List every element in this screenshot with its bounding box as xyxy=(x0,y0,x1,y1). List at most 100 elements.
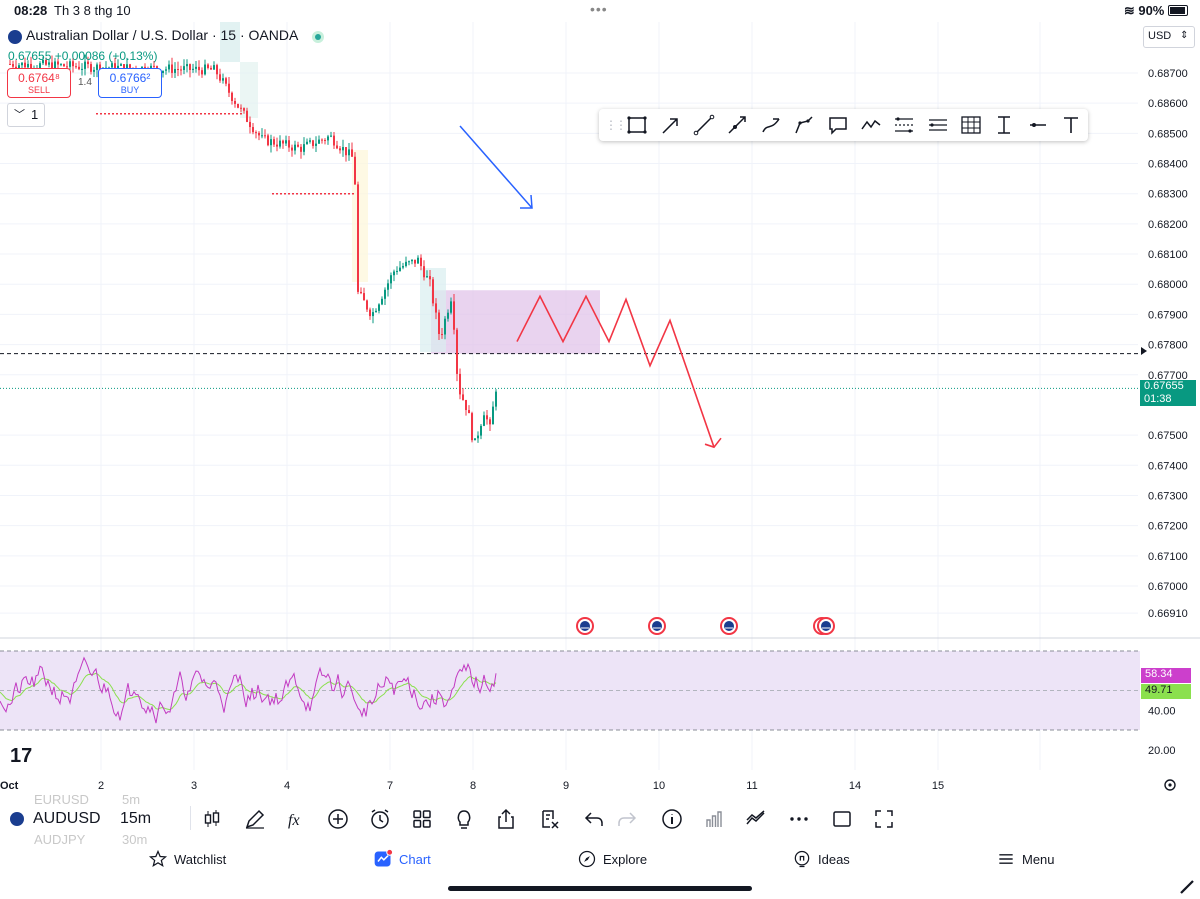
multitasking-dots-icon[interactable]: ••• xyxy=(590,1,608,17)
watchlist-panel-icon[interactable] xyxy=(830,807,854,831)
candle-body xyxy=(486,415,488,420)
drawing-pen-icon[interactable] xyxy=(243,807,267,831)
candle-body xyxy=(258,132,260,136)
candle-body xyxy=(408,261,410,263)
symbol-title[interactable]: Australian Dollar / U.S. Dollar · 15 · O… xyxy=(8,27,298,43)
candle-body xyxy=(339,148,341,151)
share-icon[interactable] xyxy=(494,807,518,831)
bar-countdown: 01:38 xyxy=(1144,393,1172,405)
nav-ideas[interactable]: Ideas xyxy=(792,849,850,869)
more-icon[interactable] xyxy=(787,807,811,831)
candle-body xyxy=(93,69,95,72)
pattern-tool-icon[interactable] xyxy=(859,113,883,137)
layout-grid-icon[interactable] xyxy=(410,807,434,831)
candle-body xyxy=(447,312,449,319)
fullscreen-icon[interactable] xyxy=(872,807,896,831)
gann-box-tool-icon[interactable] xyxy=(959,113,983,137)
candle-body xyxy=(57,61,59,65)
ray-tool-icon[interactable] xyxy=(725,113,749,137)
price-axis: 0.68700 0.68600 0.68500 0.68400 0.68300 0.682… xyxy=(1148,68,1188,620)
nav-watchlist[interactable]: Watchlist xyxy=(148,849,226,869)
undo-icon[interactable] xyxy=(582,807,606,831)
candle-body xyxy=(405,261,407,267)
nav-chart[interactable]: Chart xyxy=(373,849,431,869)
candle-body xyxy=(186,64,188,67)
scroll-right-icon xyxy=(1141,347,1147,355)
economic-event-icon xyxy=(720,617,738,635)
battery-icon xyxy=(1168,5,1188,16)
candle-body xyxy=(42,59,44,64)
time-axis-label: 3 xyxy=(191,780,197,792)
idea-lightbulb-icon[interactable] xyxy=(452,807,476,831)
fib-retracement-tool-icon[interactable] xyxy=(892,113,916,137)
price-chart[interactable]: 0.68700 0.68600 0.68500 0.68400 0.68300 0.682… xyxy=(0,22,1200,797)
arrow-tool-icon[interactable] xyxy=(659,113,683,137)
candle-body xyxy=(360,291,362,294)
currency-selector[interactable]: USD ⇕ xyxy=(1143,26,1195,48)
time-axis-label: 15 xyxy=(932,780,944,792)
liquidity-lines xyxy=(96,112,355,195)
buy-button[interactable]: 0.6766² BUY xyxy=(98,68,162,98)
add-icon[interactable] xyxy=(326,807,350,831)
candle-body xyxy=(462,394,464,401)
alert-clock-icon[interactable] xyxy=(368,807,392,831)
candle-body xyxy=(114,63,116,72)
price-axis-label: 0.68500 xyxy=(1148,128,1188,140)
rsi-axis-label: 20.00 xyxy=(1148,745,1176,757)
pencil-icon[interactable] xyxy=(1178,878,1196,896)
indicator-count: 1 xyxy=(31,107,39,122)
rectangle-tool-icon[interactable] xyxy=(625,113,649,137)
price-axis-label: 0.67300 xyxy=(1148,490,1188,502)
sell-button[interactable]: 0.6764⁸ SELL xyxy=(7,68,71,98)
financials-chart-icon[interactable] xyxy=(702,807,726,831)
candle-body xyxy=(18,65,20,69)
text-tool-icon[interactable] xyxy=(1059,113,1083,137)
candle-body xyxy=(69,61,71,67)
australia-flag-icon xyxy=(10,812,24,826)
path-tool-icon[interactable] xyxy=(792,113,816,137)
redo-icon[interactable] xyxy=(615,807,639,831)
callout-tool-icon[interactable] xyxy=(826,113,850,137)
info-icon[interactable] xyxy=(660,807,684,831)
buy-label: BUY xyxy=(120,85,140,95)
clear-drawings-icon[interactable] xyxy=(538,807,562,831)
sell-label: SELL xyxy=(27,85,51,95)
candle-body xyxy=(453,301,455,330)
candle-body xyxy=(240,107,242,109)
interval-selector[interactable]: 15m xyxy=(120,810,152,827)
indicators-fx-icon[interactable]: fx xyxy=(284,807,308,831)
economic-event-icon xyxy=(648,617,666,635)
date-range-tool-icon[interactable] xyxy=(992,113,1016,137)
indicators-collapse-button[interactable]: ﹀ 1 xyxy=(7,103,45,127)
compare-icon[interactable] xyxy=(744,807,768,831)
candle-body xyxy=(87,61,89,65)
sell-price: 0.6764⁸ xyxy=(18,71,60,85)
candle-body xyxy=(396,270,398,272)
symbol-selector[interactable]: AUDUSD xyxy=(33,810,101,827)
candle-body xyxy=(369,309,371,317)
candle-body xyxy=(414,259,416,264)
candle-body xyxy=(192,68,194,70)
brush-tool-icon[interactable] xyxy=(759,113,783,137)
candle-body xyxy=(333,135,335,146)
wifi-icon: ≋ xyxy=(1123,3,1135,18)
fvg-box xyxy=(240,62,258,118)
time-axis-label: 10 xyxy=(653,780,665,792)
nav-menu[interactable]: Menu xyxy=(996,849,1055,869)
trend-line-tool-icon[interactable] xyxy=(692,113,716,137)
price-axis-label: 0.67400 xyxy=(1148,460,1188,472)
market-open-icon xyxy=(312,31,324,43)
candle-body xyxy=(354,156,356,185)
candle-body xyxy=(411,259,413,262)
home-indicator xyxy=(448,886,752,891)
nav-explore[interactable]: Explore xyxy=(577,849,647,869)
candle-type-icon[interactable] xyxy=(200,807,224,831)
candle-body xyxy=(336,145,338,149)
candle-body xyxy=(312,140,314,146)
horizontal-ray-tool-icon[interactable] xyxy=(1026,113,1050,137)
drag-handle-icon[interactable]: ⋮⋮ xyxy=(605,118,627,132)
candle-body xyxy=(237,103,239,108)
long-position-tool-icon[interactable] xyxy=(926,113,950,137)
candle-body xyxy=(399,267,401,271)
status-date: Th 3 8 thg 10 xyxy=(54,3,131,18)
